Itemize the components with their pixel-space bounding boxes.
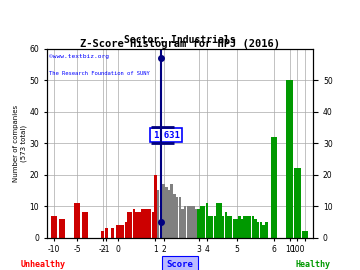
Bar — [189, 206, 192, 238]
Text: ©www.textbiz.org: ©www.textbiz.org — [49, 54, 109, 59]
Bar — [127, 212, 130, 238]
Bar — [181, 209, 184, 238]
Bar — [211, 215, 213, 238]
Bar — [265, 222, 267, 238]
Bar — [302, 231, 308, 238]
Bar — [192, 206, 194, 238]
Bar — [206, 203, 208, 238]
Bar — [176, 197, 178, 238]
Bar — [179, 197, 181, 238]
Bar — [146, 209, 149, 238]
Bar — [233, 219, 235, 238]
Bar — [198, 209, 200, 238]
Bar — [51, 215, 57, 238]
Title: Z-Score Histogram for HPJ (2016): Z-Score Histogram for HPJ (2016) — [80, 39, 280, 49]
Text: The Research Foundation of SUNY: The Research Foundation of SUNY — [49, 71, 150, 76]
Bar — [168, 190, 170, 238]
Bar — [271, 137, 278, 238]
Bar — [227, 215, 230, 238]
Text: 1.631: 1.631 — [153, 131, 180, 140]
Bar — [149, 209, 151, 238]
Bar — [257, 222, 260, 238]
Bar — [241, 219, 243, 238]
Bar — [203, 206, 205, 238]
Text: Healthy: Healthy — [296, 260, 331, 269]
Bar — [157, 190, 159, 238]
Bar — [214, 215, 216, 238]
Bar — [143, 209, 146, 238]
Bar — [82, 212, 88, 238]
Bar — [243, 215, 246, 238]
Bar — [125, 222, 127, 238]
Bar — [111, 228, 114, 238]
Bar — [187, 206, 189, 238]
Bar — [116, 225, 119, 238]
Bar — [287, 80, 293, 238]
Bar — [254, 219, 257, 238]
Bar — [105, 228, 108, 238]
Bar — [122, 225, 124, 238]
Bar — [173, 194, 176, 238]
Bar — [101, 231, 104, 238]
Bar — [154, 175, 157, 238]
Bar — [135, 212, 138, 238]
Bar — [222, 215, 224, 238]
Bar — [74, 203, 81, 238]
Bar — [208, 215, 211, 238]
Bar — [165, 187, 167, 238]
Bar — [195, 209, 197, 238]
Bar — [230, 215, 233, 238]
Bar — [219, 203, 222, 238]
Bar — [262, 225, 265, 238]
Bar — [130, 212, 132, 238]
Bar — [252, 215, 254, 238]
Y-axis label: Number of companies
(573 total): Number of companies (573 total) — [13, 104, 27, 182]
Bar — [238, 215, 240, 238]
Bar — [200, 206, 203, 238]
Text: Score: Score — [167, 260, 193, 269]
Bar — [162, 184, 165, 238]
Bar — [184, 206, 186, 238]
Bar — [294, 168, 301, 238]
Text: Sector: Industrials: Sector: Industrials — [124, 35, 236, 45]
Bar — [152, 212, 154, 238]
Bar — [260, 222, 262, 238]
Bar — [138, 212, 140, 238]
Bar — [141, 209, 143, 238]
Bar — [225, 212, 227, 238]
Bar — [249, 215, 251, 238]
Bar — [170, 184, 173, 238]
Bar — [246, 215, 249, 238]
Bar — [59, 219, 65, 238]
Bar — [159, 187, 162, 238]
Text: Unhealthy: Unhealthy — [21, 260, 66, 269]
Bar — [235, 219, 238, 238]
Bar — [132, 209, 135, 238]
Bar — [216, 203, 219, 238]
Bar — [119, 225, 122, 238]
